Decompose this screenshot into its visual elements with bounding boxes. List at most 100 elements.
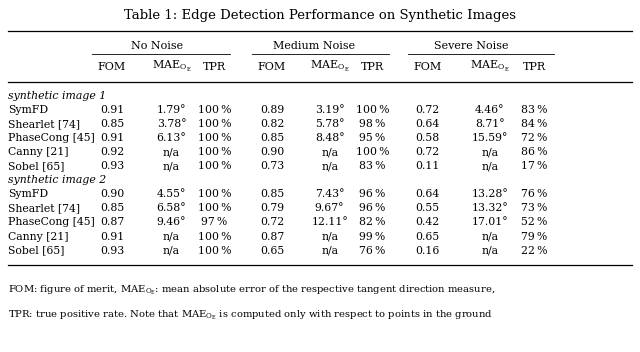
Text: 22 %: 22 %: [521, 246, 548, 256]
Text: 0.85: 0.85: [100, 119, 124, 129]
Text: 0.16: 0.16: [415, 246, 440, 256]
Text: FOM: FOM: [413, 62, 442, 72]
Text: 100 %: 100 %: [198, 119, 231, 129]
Text: 73 %: 73 %: [521, 203, 548, 213]
Text: PhaseCong [45]: PhaseCong [45]: [8, 133, 95, 143]
Text: 0.64: 0.64: [415, 189, 440, 199]
Text: 0.82: 0.82: [260, 119, 284, 129]
Text: Shearlet [74]: Shearlet [74]: [8, 203, 80, 213]
Text: 100 %: 100 %: [198, 133, 231, 143]
Text: 0.64: 0.64: [415, 119, 440, 129]
Text: n/a: n/a: [163, 161, 180, 171]
Text: 100 %: 100 %: [198, 246, 231, 256]
Text: 13.32°: 13.32°: [471, 203, 508, 213]
Text: n/a: n/a: [481, 246, 498, 256]
Text: PhaseCong [45]: PhaseCong [45]: [8, 218, 95, 227]
Text: n/a: n/a: [321, 147, 338, 157]
Text: 96 %: 96 %: [359, 189, 386, 199]
Text: 7.43°: 7.43°: [315, 189, 344, 199]
Text: 72 %: 72 %: [521, 133, 548, 143]
Text: 0.42: 0.42: [415, 218, 440, 227]
Text: 0.65: 0.65: [260, 246, 284, 256]
Text: 99 %: 99 %: [359, 232, 386, 241]
Text: 83 %: 83 %: [521, 105, 548, 115]
Text: 0.93: 0.93: [100, 161, 124, 171]
Text: SymFD: SymFD: [8, 189, 48, 199]
Text: 0.85: 0.85: [100, 203, 124, 213]
Text: 1.79°: 1.79°: [157, 105, 186, 115]
Text: Severe Noise: Severe Noise: [435, 41, 509, 51]
Text: Medium Noise: Medium Noise: [273, 41, 355, 51]
Text: MAE$_{\mathregular{O_E}}$: MAE$_{\mathregular{O_E}}$: [310, 59, 349, 74]
Text: 15.59°: 15.59°: [472, 133, 508, 143]
Text: 100 %: 100 %: [198, 105, 231, 115]
Text: n/a: n/a: [321, 246, 338, 256]
Text: 17 %: 17 %: [521, 161, 548, 171]
Text: 79 %: 79 %: [521, 232, 548, 241]
Text: 0.55: 0.55: [415, 203, 440, 213]
Text: Sobel [65]: Sobel [65]: [8, 161, 64, 171]
Text: 76 %: 76 %: [521, 189, 548, 199]
Text: 8.48°: 8.48°: [315, 133, 344, 143]
Text: 0.87: 0.87: [100, 218, 124, 227]
Text: Shearlet [74]: Shearlet [74]: [8, 119, 80, 129]
Text: 0.91: 0.91: [100, 133, 124, 143]
Text: 84 %: 84 %: [521, 119, 548, 129]
Text: 100 %: 100 %: [198, 161, 231, 171]
Text: No Noise: No Noise: [131, 41, 183, 51]
Text: 0.89: 0.89: [260, 105, 284, 115]
Text: 98 %: 98 %: [359, 119, 386, 129]
Text: 0.90: 0.90: [260, 147, 284, 157]
Text: 0.58: 0.58: [415, 133, 440, 143]
Text: Canny [21]: Canny [21]: [8, 232, 68, 241]
Text: 0.72: 0.72: [260, 218, 284, 227]
Text: 9.67°: 9.67°: [315, 203, 344, 213]
Text: 100 %: 100 %: [198, 189, 231, 199]
Text: TPR: TPR: [203, 62, 226, 72]
Text: 6.13°: 6.13°: [157, 133, 186, 143]
Text: 100 %: 100 %: [198, 203, 231, 213]
Text: 3.19°: 3.19°: [315, 105, 344, 115]
Text: n/a: n/a: [321, 161, 338, 171]
Text: 86 %: 86 %: [521, 147, 548, 157]
Text: n/a: n/a: [321, 232, 338, 241]
Text: Sobel [65]: Sobel [65]: [8, 246, 64, 256]
Text: Table 1: Edge Detection Performance on Synthetic Images: Table 1: Edge Detection Performance on S…: [124, 10, 516, 22]
Text: 4.46°: 4.46°: [475, 105, 504, 115]
Text: 5.78°: 5.78°: [315, 119, 344, 129]
Text: 83 %: 83 %: [359, 161, 386, 171]
Text: TPR: true positive rate. Note that MAE$_{\mathregular{O_E}}$ is computed only wi: TPR: true positive rate. Note that MAE$_…: [8, 308, 493, 322]
Text: 17.01°: 17.01°: [471, 218, 508, 227]
Text: 0.85: 0.85: [260, 133, 284, 143]
Text: 0.93: 0.93: [100, 246, 124, 256]
Text: 82 %: 82 %: [359, 218, 386, 227]
Text: 0.87: 0.87: [260, 232, 284, 241]
Text: FOM: FOM: [98, 62, 126, 72]
Text: SymFD: SymFD: [8, 105, 48, 115]
Text: n/a: n/a: [481, 161, 498, 171]
Text: synthetic image 1: synthetic image 1: [8, 91, 106, 101]
Text: 76 %: 76 %: [359, 246, 386, 256]
Text: 100 %: 100 %: [198, 232, 231, 241]
Text: 13.28°: 13.28°: [471, 189, 508, 199]
Text: n/a: n/a: [163, 246, 180, 256]
Text: 8.71°: 8.71°: [475, 119, 504, 129]
Text: synthetic image 2: synthetic image 2: [8, 175, 106, 185]
Text: 0.11: 0.11: [415, 161, 440, 171]
Text: 3.78°: 3.78°: [157, 119, 186, 129]
Text: 0.92: 0.92: [100, 147, 124, 157]
Text: 97 %: 97 %: [201, 218, 228, 227]
Text: 0.90: 0.90: [100, 189, 124, 199]
Text: FOM: figure of merit, MAE$_{\mathregular{O_E}}$: mean absolute error of the resp: FOM: figure of merit, MAE$_{\mathregular…: [8, 283, 495, 297]
Text: 0.72: 0.72: [415, 147, 440, 157]
Text: 0.73: 0.73: [260, 161, 284, 171]
Text: 0.91: 0.91: [100, 105, 124, 115]
Text: 0.85: 0.85: [260, 189, 284, 199]
Text: MAE$_{\mathregular{O_E}}$: MAE$_{\mathregular{O_E}}$: [152, 59, 191, 74]
Text: 9.46°: 9.46°: [157, 218, 186, 227]
Text: 6.58°: 6.58°: [157, 203, 186, 213]
Text: MAE$_{\mathregular{O_E}}$: MAE$_{\mathregular{O_E}}$: [470, 59, 509, 74]
Text: n/a: n/a: [163, 147, 180, 157]
Text: FOM: FOM: [258, 62, 286, 72]
Text: 100 %: 100 %: [198, 147, 231, 157]
